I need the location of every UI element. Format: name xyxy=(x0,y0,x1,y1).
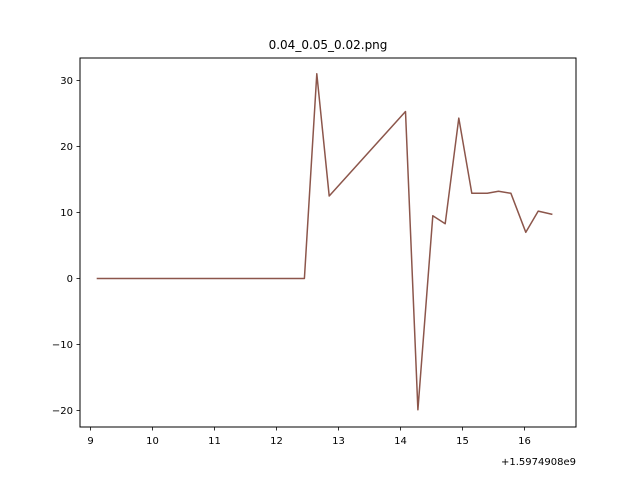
series-line xyxy=(96,73,553,411)
y-tick-label: 10 xyxy=(60,208,73,219)
y-tick-label: 20 xyxy=(60,142,73,153)
x-tick-label: 16 xyxy=(518,436,531,447)
x-offset-label: +1.5974908e9 xyxy=(501,457,576,468)
x-tick-label: 14 xyxy=(394,436,407,447)
chart-title: 0.04_0.05_0.02.png xyxy=(269,38,388,52)
y-tick-label: 30 xyxy=(60,76,73,87)
y-tick-label: −20 xyxy=(52,406,73,417)
x-tick-label: 11 xyxy=(208,436,221,447)
plot-frame xyxy=(79,57,577,428)
axis-layer: 9 10 11 12 13 14 15 16 −20 −10 0 10 20 30 xyxy=(52,76,531,447)
y-tick-label: −10 xyxy=(52,340,73,351)
x-tick-label: 13 xyxy=(332,436,345,447)
series-layer xyxy=(96,73,553,411)
x-tick-label: 12 xyxy=(270,436,283,447)
x-tick-label: 10 xyxy=(146,436,159,447)
x-tick-label: 9 xyxy=(87,436,93,447)
y-tick-label: 0 xyxy=(67,274,73,285)
x-tick-label: 15 xyxy=(456,436,469,447)
